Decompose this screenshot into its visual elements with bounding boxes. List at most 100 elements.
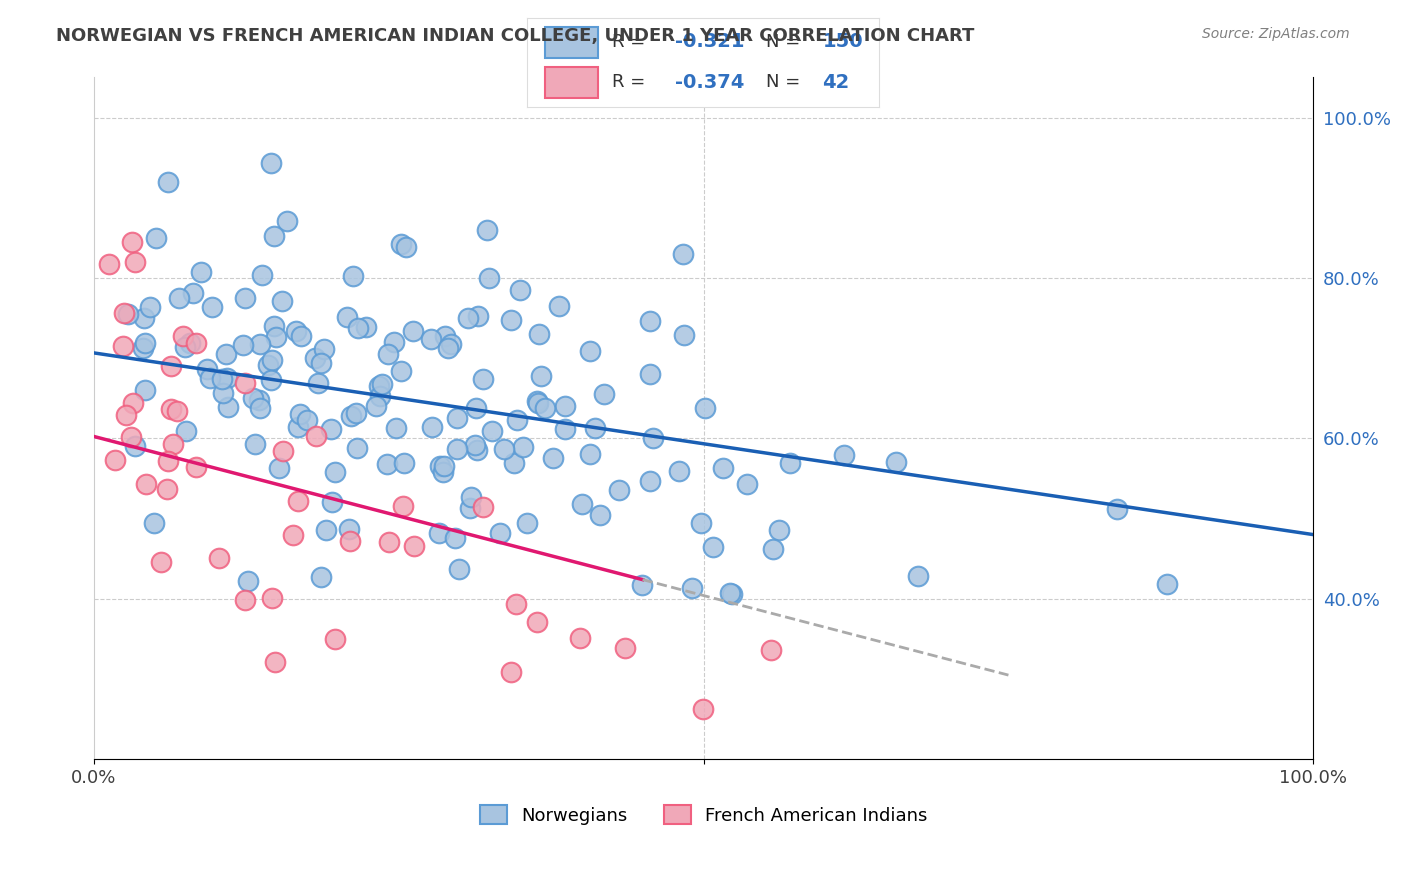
Point xyxy=(249,401,271,415)
Point xyxy=(392,456,415,470)
Point xyxy=(156,454,179,468)
Point xyxy=(368,379,391,393)
Point xyxy=(884,455,907,469)
Point xyxy=(198,371,221,385)
Point xyxy=(460,490,482,504)
Point xyxy=(190,265,212,279)
Point xyxy=(260,353,283,368)
Point xyxy=(509,284,531,298)
Point xyxy=(162,437,184,451)
Point xyxy=(264,330,287,344)
Point xyxy=(446,411,468,425)
Point xyxy=(249,337,271,351)
Point xyxy=(446,442,468,457)
Point xyxy=(385,421,408,435)
Point xyxy=(337,522,360,536)
Point xyxy=(259,374,281,388)
Point xyxy=(444,531,467,545)
Point xyxy=(420,420,443,434)
Point xyxy=(181,286,204,301)
Point xyxy=(371,376,394,391)
Point xyxy=(432,465,454,479)
Point xyxy=(134,383,156,397)
Point xyxy=(402,324,425,338)
Text: R =: R = xyxy=(612,73,645,91)
Point xyxy=(711,461,734,475)
Point xyxy=(257,358,280,372)
Point xyxy=(271,444,294,458)
Point xyxy=(112,306,135,320)
Point xyxy=(339,534,361,549)
Point xyxy=(131,341,153,355)
Bar xyxy=(546,67,598,98)
Point xyxy=(638,367,661,381)
Point xyxy=(529,327,551,342)
Point xyxy=(356,320,378,334)
Point xyxy=(121,235,143,249)
Point xyxy=(395,240,418,254)
Point xyxy=(97,257,120,271)
Bar xyxy=(546,27,598,58)
Point xyxy=(512,440,534,454)
Point xyxy=(211,372,233,386)
Text: NORWEGIAN VS FRENCH AMERICAN INDIAN COLLEGE, UNDER 1 YEAR CORRELATION CHART: NORWEGIAN VS FRENCH AMERICAN INDIAN COLL… xyxy=(56,27,974,45)
Point xyxy=(142,516,165,530)
Point xyxy=(569,631,592,645)
Point xyxy=(157,175,180,189)
Point xyxy=(264,656,287,670)
Point xyxy=(160,401,183,416)
Point xyxy=(548,299,571,313)
Point xyxy=(208,550,231,565)
Point xyxy=(166,404,188,418)
Point xyxy=(718,586,741,600)
Point xyxy=(184,335,207,350)
Point xyxy=(174,424,197,438)
Point xyxy=(434,329,457,343)
Text: 42: 42 xyxy=(823,72,849,92)
Point xyxy=(262,591,284,605)
Point xyxy=(506,413,529,427)
Point xyxy=(472,500,495,514)
Point xyxy=(344,406,367,420)
Point xyxy=(614,640,637,655)
Text: Source: ZipAtlas.com: Source: ZipAtlas.com xyxy=(1202,27,1350,41)
Point xyxy=(478,270,501,285)
Point xyxy=(702,540,724,554)
Point xyxy=(1105,501,1128,516)
Point xyxy=(135,477,157,491)
Point xyxy=(288,407,311,421)
Point xyxy=(184,459,207,474)
Text: N =: N = xyxy=(766,33,800,51)
Point xyxy=(124,439,146,453)
Point xyxy=(457,310,479,325)
Point xyxy=(104,452,127,467)
Point xyxy=(233,291,256,305)
Point xyxy=(238,574,260,588)
Point xyxy=(427,525,450,540)
Point xyxy=(269,460,291,475)
Point xyxy=(325,465,347,479)
Point xyxy=(762,542,785,557)
Point xyxy=(323,632,346,646)
Point xyxy=(377,347,399,361)
Point xyxy=(172,328,194,343)
Text: 150: 150 xyxy=(823,32,863,52)
Point xyxy=(287,494,309,508)
Point xyxy=(195,362,218,376)
Point xyxy=(368,389,391,403)
Point xyxy=(499,665,522,679)
Point xyxy=(554,399,576,413)
Point xyxy=(233,376,256,391)
Point xyxy=(1156,577,1178,591)
Point xyxy=(534,401,557,416)
Point xyxy=(643,432,665,446)
Point xyxy=(263,228,285,243)
Point xyxy=(429,459,451,474)
Point xyxy=(447,562,470,576)
Point xyxy=(779,457,801,471)
Point xyxy=(377,458,399,472)
Point xyxy=(579,344,602,359)
Point xyxy=(117,307,139,321)
Point xyxy=(159,359,181,373)
Point xyxy=(402,539,425,553)
